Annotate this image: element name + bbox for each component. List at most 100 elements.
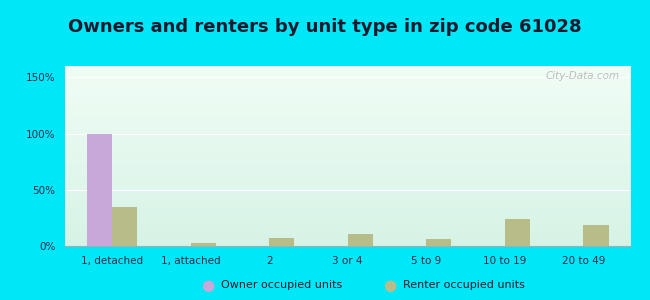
Bar xyxy=(65,86,630,87)
Bar xyxy=(584,225,608,246)
Bar xyxy=(65,155,630,156)
Bar xyxy=(65,87,630,88)
Bar xyxy=(65,179,630,180)
Bar xyxy=(65,214,630,215)
Bar xyxy=(65,169,630,170)
Bar xyxy=(65,105,630,106)
Bar xyxy=(65,124,630,125)
Bar xyxy=(65,73,630,74)
Bar xyxy=(112,207,137,246)
Text: Owners and renters by unit type in zip code 61028: Owners and renters by unit type in zip c… xyxy=(68,18,582,36)
Bar xyxy=(65,237,630,238)
Bar xyxy=(65,175,630,176)
Bar xyxy=(190,243,216,246)
Bar xyxy=(65,243,630,244)
Text: ●: ● xyxy=(384,278,396,292)
Bar xyxy=(65,186,630,187)
Bar xyxy=(65,72,630,73)
Bar xyxy=(65,66,630,67)
Bar xyxy=(65,164,630,165)
Bar xyxy=(65,150,630,151)
Bar xyxy=(65,125,630,126)
Bar xyxy=(65,191,630,192)
Bar xyxy=(65,165,630,166)
Bar xyxy=(65,101,630,102)
Bar xyxy=(65,192,630,193)
Bar xyxy=(65,108,630,109)
Bar xyxy=(65,153,630,154)
Bar xyxy=(65,89,630,90)
Bar xyxy=(65,95,630,96)
Bar xyxy=(65,154,630,155)
Bar xyxy=(65,127,630,128)
Bar xyxy=(65,197,630,198)
Bar xyxy=(65,189,630,190)
Bar xyxy=(65,94,630,95)
Bar xyxy=(87,134,112,246)
Bar xyxy=(65,216,630,217)
Bar xyxy=(65,76,630,77)
Bar xyxy=(65,70,630,71)
Bar xyxy=(65,100,630,101)
Bar xyxy=(65,136,630,137)
Bar xyxy=(65,178,630,179)
Bar xyxy=(65,223,630,224)
Bar xyxy=(65,157,630,158)
Bar xyxy=(65,213,630,214)
Bar xyxy=(65,235,630,236)
Bar xyxy=(65,171,630,172)
Bar xyxy=(65,217,630,218)
Text: City-Data.com: City-Data.com xyxy=(545,71,619,81)
Bar xyxy=(65,230,630,231)
Bar xyxy=(65,162,630,163)
Bar xyxy=(65,134,630,135)
Bar xyxy=(65,167,630,168)
Bar xyxy=(65,224,630,225)
Bar xyxy=(65,204,630,205)
Bar xyxy=(65,174,630,175)
Bar xyxy=(65,183,630,184)
Bar xyxy=(65,99,630,100)
Bar xyxy=(269,238,294,246)
Bar xyxy=(65,144,630,145)
Bar xyxy=(65,228,630,229)
Bar xyxy=(65,206,630,207)
Bar xyxy=(65,139,630,140)
Bar xyxy=(65,74,630,75)
Bar xyxy=(65,145,630,146)
Bar xyxy=(65,148,630,149)
Bar xyxy=(65,82,630,83)
Bar xyxy=(65,160,630,161)
Bar xyxy=(65,78,630,79)
Bar xyxy=(65,147,630,148)
Bar xyxy=(65,135,630,136)
Bar xyxy=(65,71,630,72)
Bar xyxy=(65,238,630,239)
Bar xyxy=(65,176,630,177)
Text: Renter occupied units: Renter occupied units xyxy=(403,280,525,290)
Bar xyxy=(65,133,630,134)
Bar xyxy=(65,196,630,197)
Bar xyxy=(65,225,630,226)
Bar xyxy=(65,88,630,89)
Bar xyxy=(65,142,630,143)
Bar xyxy=(65,201,630,202)
Bar xyxy=(65,116,630,117)
Bar xyxy=(65,182,630,183)
Bar xyxy=(65,118,630,119)
Bar xyxy=(65,232,630,233)
Bar xyxy=(65,219,630,220)
Bar xyxy=(65,141,630,142)
Bar xyxy=(65,111,630,112)
Bar xyxy=(65,185,630,186)
Bar xyxy=(65,173,630,174)
Bar xyxy=(348,234,373,246)
Bar xyxy=(65,172,630,173)
Bar xyxy=(65,107,630,108)
Bar xyxy=(65,226,630,227)
Bar xyxy=(65,152,630,153)
Bar xyxy=(65,221,630,222)
Bar xyxy=(65,160,630,161)
Text: Owner occupied units: Owner occupied units xyxy=(221,280,343,290)
Bar xyxy=(65,132,630,133)
